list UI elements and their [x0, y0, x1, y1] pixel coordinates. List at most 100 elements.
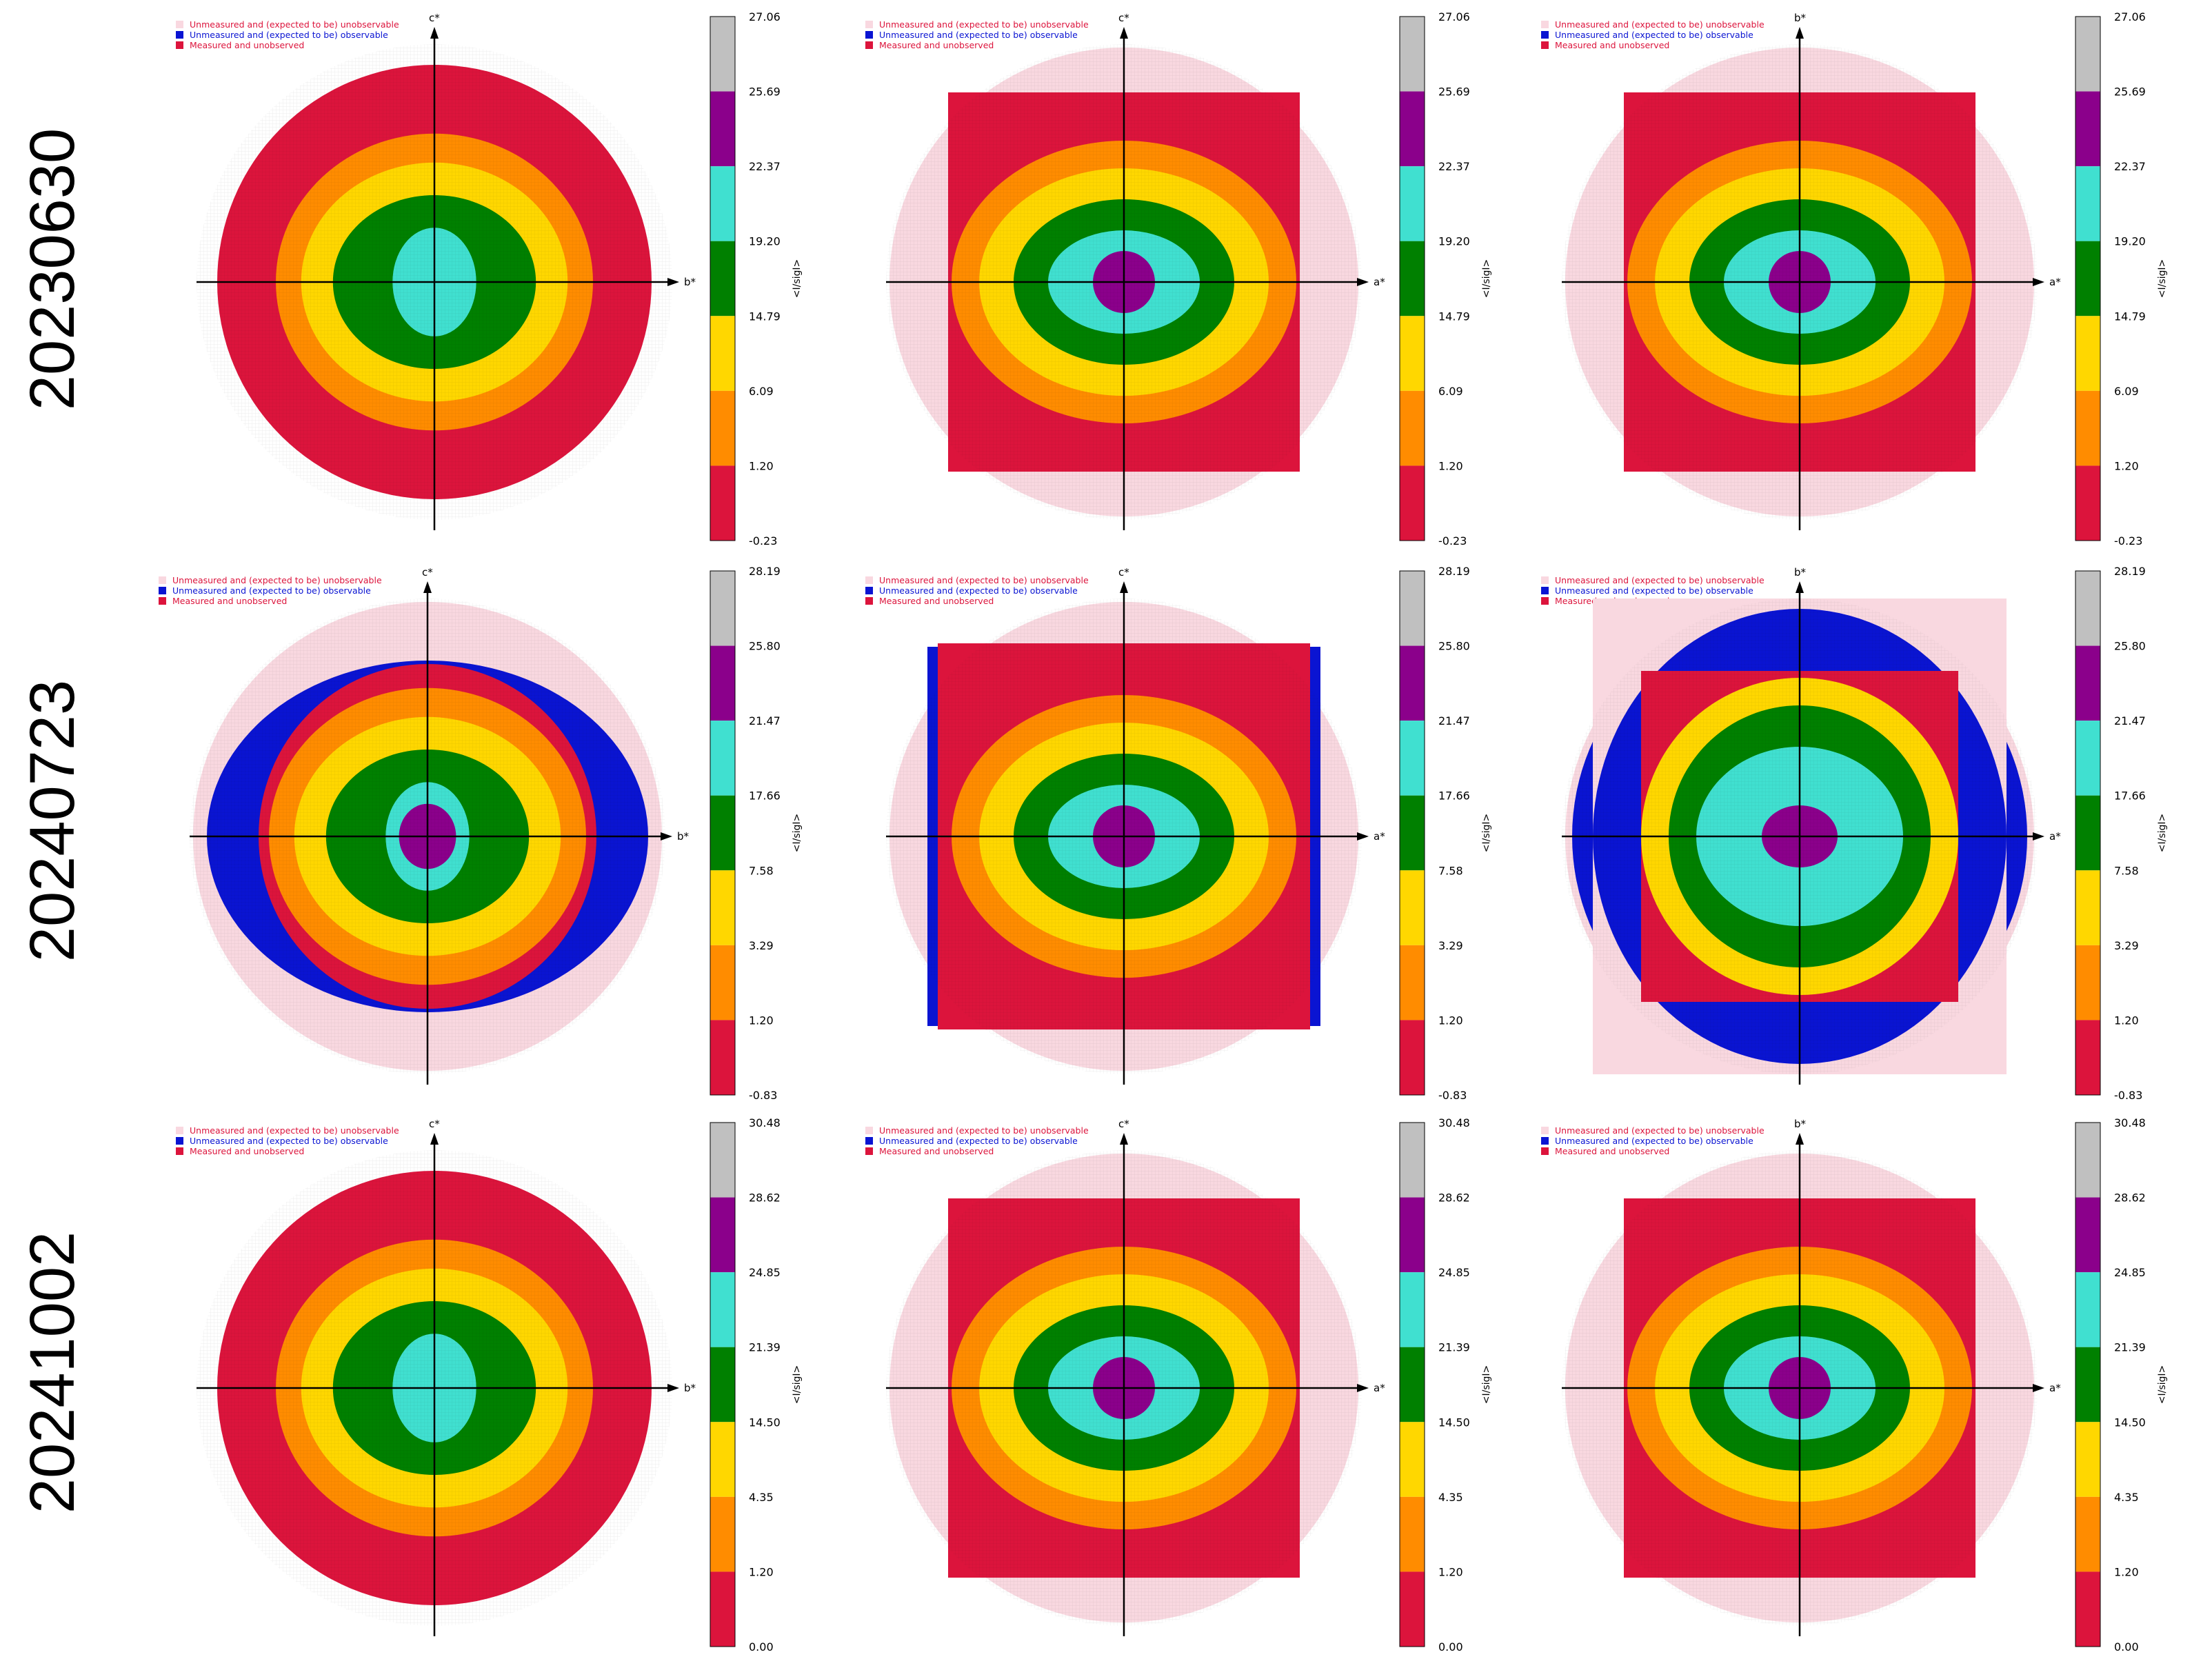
colorbar-tick-label: -0.83: [1438, 1089, 1467, 1102]
axes: a* b*: [1562, 12, 2061, 530]
colorbar-frame: [1399, 16, 1425, 541]
legend-swatch: [176, 1127, 183, 1134]
legend-item: Measured and unobserved: [865, 1146, 1089, 1156]
colorbar: 27.06 25.69 22.37 19.20 14.79 6.09 1.20 -0.23 <I…: [1399, 10, 1492, 547]
legend: Unmeasured and (expected to be) unobserv…: [176, 1125, 399, 1156]
colorbar-tick-label: 14.50: [1438, 1416, 1470, 1429]
legend-swatch: [1541, 576, 1549, 584]
y-axis-arrow: [1796, 581, 1804, 593]
colorbar-title: <I/sigI>: [2157, 259, 2168, 299]
legend-swatch: [865, 587, 873, 594]
legend-item: Unmeasured and (expected to be) unobserv…: [865, 1125, 1089, 1136]
colorbar: 30.48 28.62 24.85 21.39 14.50 4.35 1.20 0.00 <I/…: [1399, 1116, 1492, 1653]
colorbar-tick-label: 7.58: [2114, 864, 2139, 877]
colorbar-tick-label: 1.20: [1438, 459, 1463, 472]
colorbar-tick-label: 3.29: [749, 939, 774, 952]
legend-label: Measured and unobserved: [172, 596, 288, 606]
y-axis-arrow: [1120, 27, 1128, 39]
legend-item: Measured and unobserved: [159, 596, 382, 606]
colorbar-segment: [1400, 1020, 1425, 1095]
colorbar-segment: [710, 795, 735, 871]
colorbar: 27.06 25.69 22.37 19.20 14.79 6.09 1.20 -0.23 <I…: [2075, 10, 2168, 547]
legend-label: Unmeasured and (expected to be) unobserv…: [172, 575, 382, 585]
colorbar-tick-label: 17.66: [1438, 790, 1470, 803]
axes: a* c*: [886, 1118, 1385, 1636]
colorbar-tick-label: 25.69: [2114, 86, 2146, 99]
colorbar-tick-label: 24.85: [1438, 1266, 1470, 1279]
colorbar-tick-label: -0.23: [1438, 534, 1467, 547]
chart-panel: Unmeasured and (expected to be) unobserv…: [138, 564, 827, 1102]
legend-item: Unmeasured and (expected to be) observab…: [176, 30, 399, 40]
legend-label: Unmeasured and (expected to be) unobserv…: [190, 1125, 399, 1136]
colorbar-segment: [1400, 1496, 1425, 1572]
colorbar-segment: [2075, 390, 2100, 466]
legend-swatch: [176, 21, 183, 28]
colorbar-tick-label: 22.37: [1438, 160, 1470, 173]
heatmap-svg: a* b* 30.48 28.62 24.85 21.39 14.50 4.35 1.20 0.0…: [1562, 1116, 2168, 1653]
colorbar-segment: [1400, 465, 1425, 541]
colorbar-segment: [2075, 465, 2100, 541]
colorbar-segment: [710, 390, 735, 466]
chart-panel: Unmeasured and (expected to be) unobserv…: [827, 564, 1517, 1102]
colorbar-title: <I/sigI>: [2157, 1365, 2168, 1405]
row-label-text: 20230630: [17, 128, 88, 410]
colorbar-tick-label: 22.37: [2114, 160, 2146, 173]
legend-swatch: [865, 1127, 873, 1134]
colorbar-tick-label: 25.69: [1438, 86, 1470, 99]
colorbar-tick-label: 28.62: [1438, 1192, 1470, 1205]
legend-label: Unmeasured and (expected to be) observab…: [190, 1136, 388, 1146]
colorbar-segment: [710, 945, 735, 1020]
colorbar-tick-label: 1.20: [1438, 1014, 1463, 1027]
colorbar: 30.48 28.62 24.85 21.39 14.50 4.35 1.20 0.00 <I/…: [710, 1116, 803, 1653]
legend-item: Unmeasured and (expected to be) observab…: [865, 30, 1089, 40]
legend-item: Unmeasured and (expected to be) unobserv…: [1541, 575, 1764, 585]
colorbar-tick-label: 4.35: [1438, 1491, 1463, 1504]
legend-swatch: [176, 1137, 183, 1145]
x-axis-label: a*: [2049, 1382, 2061, 1394]
colorbar-tick-label: 1.20: [2114, 1565, 2139, 1578]
legend-label: Unmeasured and (expected to be) observab…: [1555, 585, 1753, 596]
colorbar-tick-label: 30.48: [2114, 1116, 2146, 1129]
colorbar-tick-label: -0.83: [749, 1089, 777, 1102]
colorbar-tick-label: 7.58: [1438, 864, 1463, 877]
legend-item: Unmeasured and (expected to be) observab…: [1541, 585, 1764, 596]
axes: b* c*: [197, 1118, 696, 1636]
legend-label: Unmeasured and (expected to be) observab…: [1555, 1136, 1753, 1146]
colorbar-tick-label: 14.50: [749, 1416, 781, 1429]
legend-label: Measured and unobserved: [879, 1146, 994, 1156]
legend: Unmeasured and (expected to be) unobserv…: [176, 19, 399, 50]
colorbar-tick-label: 6.09: [2114, 385, 2139, 398]
colorbar-tick-label: -0.23: [749, 534, 777, 547]
colorbar-tick-label: 19.20: [1438, 235, 1470, 248]
colorbar-segment: [710, 1571, 735, 1647]
legend-label: Measured and unobserved: [879, 40, 994, 50]
legend-item: Unmeasured and (expected to be) observab…: [865, 1136, 1089, 1146]
colorbar-tick-label: 25.80: [2114, 640, 2146, 653]
legend-label: Unmeasured and (expected to be) unobserv…: [879, 575, 1089, 585]
legend-swatch: [865, 597, 873, 605]
heatmap-svg: a* b* 28.19 25.80 21.47 17.66 7.58 3.29 1.20 -0.8…: [1562, 565, 2168, 1102]
heatmap-svg: b* c* 28.19 25.80 21.47 17.66 7.58 3.29 1.20 -0.8…: [190, 565, 803, 1102]
legend-item: Unmeasured and (expected to be) observab…: [1541, 1136, 1764, 1146]
x-axis-arrow: [1357, 278, 1369, 286]
x-axis-label: a*: [2049, 276, 2061, 288]
legend-label: Unmeasured and (expected to be) unobserv…: [1555, 1125, 1764, 1136]
colorbar-tick-label: 21.39: [2114, 1341, 2146, 1354]
colorbar-segment: [1400, 1272, 1425, 1347]
y-axis-label: c*: [422, 566, 433, 579]
legend-label: Unmeasured and (expected to be) observab…: [190, 30, 388, 40]
x-axis-arrow: [2033, 832, 2044, 841]
legend-item: Unmeasured and (expected to be) unobserv…: [865, 575, 1089, 585]
legend-swatch: [159, 587, 166, 594]
chart-panel: Unmeasured and (expected to be) unobserv…: [827, 1116, 1517, 1653]
legend-item: Unmeasured and (expected to be) observab…: [865, 585, 1089, 596]
legend-item: Unmeasured and (expected to be) observab…: [159, 585, 382, 596]
colorbar-segment: [710, 1197, 735, 1273]
axes: a* c*: [886, 12, 1385, 530]
colorbar-tick-label: 21.39: [1438, 1341, 1470, 1354]
colorbar-segment: [2075, 241, 2100, 316]
legend-item: Unmeasured and (expected to be) unobserv…: [159, 575, 382, 585]
colorbar-segment: [2075, 91, 2100, 167]
y-axis-label: b*: [1794, 1118, 1807, 1130]
axes: b* c*: [190, 566, 690, 1085]
